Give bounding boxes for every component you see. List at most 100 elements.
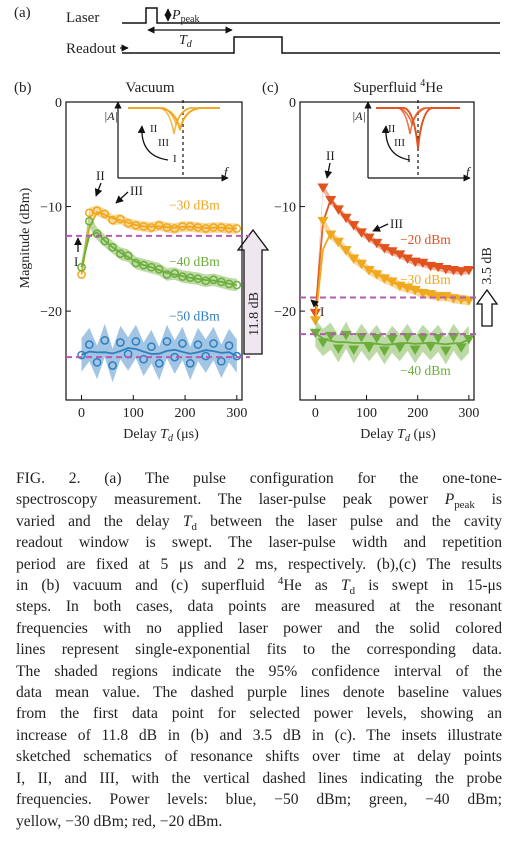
panel-b-label: (b) — [14, 80, 32, 96]
caption-line: data mean value. The dashed purple lines… — [16, 684, 502, 702]
data-point-green — [123, 251, 133, 261]
x-tick-label: 300 — [226, 406, 247, 421]
data-point-yellow — [123, 218, 133, 228]
data-point-yellow — [309, 316, 321, 326]
data-point-yellow — [100, 209, 110, 219]
point-II-c: II — [326, 148, 335, 163]
y-tick-label: −20 — [274, 305, 296, 320]
caption-line: lines represent single-exponential fits … — [16, 641, 502, 659]
ppeak-label: Ppeak — [171, 8, 199, 25]
caption-line: readout window is swept. The laser-pulse… — [16, 534, 502, 552]
data-point-blue — [147, 342, 156, 352]
data-point-yellow — [355, 259, 367, 270]
data-point-green — [432, 334, 444, 344]
readout-label: Readout — [66, 41, 117, 57]
data-point-blue — [162, 337, 172, 346]
series-label-green: −40 dBm — [169, 254, 220, 269]
point-I-b: I — [74, 254, 78, 269]
data-point-blue — [201, 351, 211, 361]
data-point-yellow — [340, 246, 352, 256]
inset-c-III: III — [394, 137, 405, 149]
series-label-green: −40 dBm — [400, 363, 451, 378]
data-point-green — [409, 345, 421, 355]
data-point-red — [455, 267, 467, 277]
series-label-blue: −50 dBm — [169, 309, 220, 324]
point-III-c: III — [390, 216, 403, 231]
laser-label: Laser — [66, 10, 99, 26]
inset-c-xlabel: f — [466, 164, 472, 179]
x-tick-label: 0 — [312, 406, 319, 421]
data-point-red — [417, 258, 429, 269]
data-point-blue — [92, 358, 102, 367]
data-point-blue — [77, 350, 86, 360]
data-point-blue — [139, 354, 148, 364]
data-point-blue — [100, 336, 110, 345]
data-point-yellow — [317, 216, 329, 227]
data-point-yellow — [463, 296, 475, 306]
confidence-band-green — [81, 214, 237, 292]
data-point-green — [371, 334, 383, 344]
panel-c-superfluid: (c) Superfluid 4He Delay Td (μs) 3.5 dB … — [262, 78, 499, 444]
x-axis-label-c: Delay Td (μs) — [360, 427, 436, 444]
data-point-green — [139, 260, 148, 270]
point-annotations-b: II III I — [74, 168, 143, 269]
inset-c-II: II — [388, 123, 396, 135]
axes-frame — [65, 101, 243, 401]
shift-label-b: 11.8 dB — [247, 292, 262, 336]
series-label-yellow: −30 dBm — [400, 272, 451, 287]
data-point-red — [401, 254, 413, 264]
data-point-green — [209, 275, 218, 285]
inset-c-ylabel: |A| — [352, 109, 366, 123]
data-point-green — [394, 343, 406, 353]
panel-c-label: (c) — [262, 80, 279, 96]
data-point-green — [131, 258, 141, 268]
data-point-blue — [193, 340, 203, 349]
data-point-green — [170, 269, 180, 278]
caption-line: sketched schematics of resonance shifts … — [16, 748, 502, 766]
data-point-yellow — [417, 289, 429, 299]
caption-line: steps. In both cases, data points are me… — [16, 598, 502, 616]
point-II-b: II — [96, 168, 105, 183]
plot-b: 0 100 200 300 0 −10 −20 −30 dBm −40 dBm −50 dBm — [40, 96, 250, 421]
data-point-yellow — [170, 224, 180, 233]
data-point-red — [355, 228, 367, 238]
data-point-green — [378, 346, 390, 356]
x-tick-label: 200 — [175, 406, 196, 421]
x-axis-label-b: Delay Td (μs) — [123, 427, 199, 444]
point-I-c: I — [320, 304, 324, 319]
data-point-red — [463, 266, 475, 276]
caption-line: frequencies with no applied laser power … — [16, 619, 502, 637]
data-point-green — [92, 229, 102, 239]
data-point-yellow — [378, 274, 390, 284]
data-point-green — [116, 249, 125, 258]
panel-c-title: Superfluid 4He — [353, 78, 443, 96]
inset-c-I: I — [407, 153, 411, 165]
data-point-green — [193, 274, 203, 284]
axes-frame — [299, 101, 475, 401]
data-point-red — [409, 257, 421, 268]
data-point-green — [363, 343, 375, 353]
shift-label-c: 3.5 dB — [480, 247, 495, 284]
plot-c: 0 100 200 300 0 −10 −20 −20 dBm −30 dBm −40 dBm — [274, 96, 479, 421]
data-point-green — [108, 242, 117, 252]
caption-line: period are fixed at 5 μs and 2 ms, respe… — [16, 555, 502, 573]
data-point-yellow — [154, 221, 164, 230]
data-point-yellow — [409, 285, 421, 296]
shift-arrow-c — [475, 288, 499, 327]
data-point-red — [317, 183, 329, 193]
data-point-green — [401, 332, 413, 343]
data-point-red — [378, 244, 390, 254]
panel-b-vacuum: (b) Vacuum Magnitude (dBm) Delay Td (μs)… — [14, 80, 270, 444]
caption-line: increase of 11.8 dB in (b) and 3.5 dB in… — [16, 726, 502, 744]
data-point-blue — [84, 340, 94, 349]
caption-line: varied and the delay Td between the lase… — [16, 512, 503, 533]
data-point-green — [232, 280, 242, 290]
caption-line: in (b) vacuum and (c) superfluid 4He as … — [16, 574, 502, 598]
y-tick-label: 0 — [55, 96, 62, 111]
y-tick-label: −10 — [40, 201, 62, 216]
data-point-red — [348, 221, 360, 231]
data-point-green — [317, 338, 329, 348]
data-point-yellow — [84, 208, 94, 218]
data-point-red — [340, 213, 352, 224]
data-point-green — [332, 344, 344, 354]
